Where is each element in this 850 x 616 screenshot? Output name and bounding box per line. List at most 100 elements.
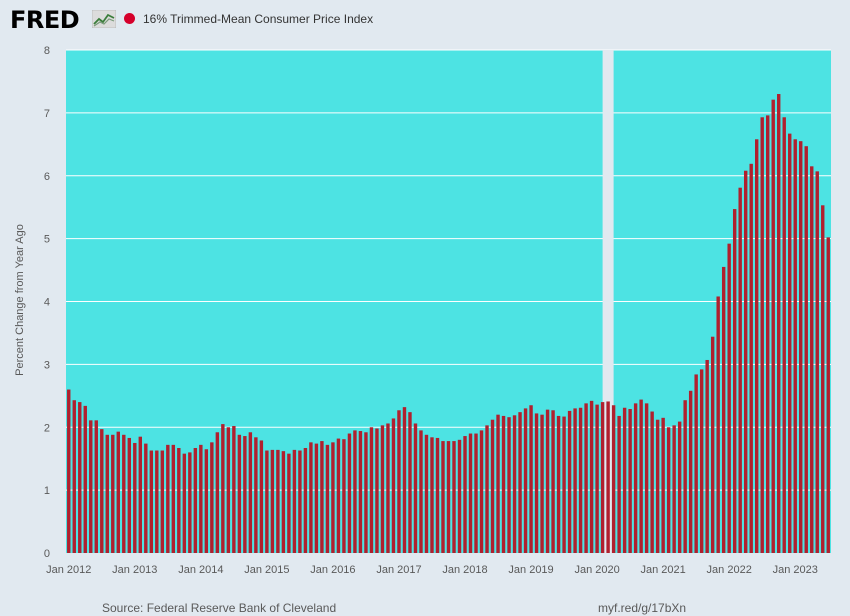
data-bar[interactable] [430, 437, 434, 553]
data-bar[interactable] [127, 437, 131, 553]
data-bar[interactable] [821, 205, 825, 553]
data-bar[interactable] [815, 171, 819, 553]
data-bar[interactable] [694, 374, 698, 553]
data-bar[interactable] [743, 170, 748, 553]
data-bar[interactable] [793, 139, 797, 553]
data-bar[interactable] [644, 403, 649, 553]
data-bar[interactable] [710, 336, 715, 553]
data-bar[interactable] [760, 117, 764, 554]
data-bar[interactable] [540, 414, 544, 553]
data-bar[interactable] [221, 424, 225, 553]
data-bar[interactable] [232, 425, 236, 553]
data-bar[interactable] [226, 427, 231, 553]
data-bar[interactable] [369, 427, 374, 553]
data-bar[interactable] [716, 296, 720, 553]
data-bar[interactable] [788, 133, 792, 553]
data-bar[interactable] [331, 442, 335, 553]
data-bar[interactable] [386, 423, 390, 553]
data-bar[interactable] [507, 417, 511, 553]
data-bar[interactable] [661, 417, 665, 553]
data-bar[interactable] [611, 405, 616, 553]
data-bar[interactable] [259, 440, 264, 553]
data-bar[interactable] [650, 411, 654, 553]
data-bar[interactable] [391, 418, 396, 553]
data-bar[interactable] [606, 401, 610, 553]
data-bar[interactable] [292, 449, 297, 553]
data-bar[interactable] [177, 447, 181, 553]
data-bar[interactable] [375, 428, 379, 553]
data-bar[interactable] [210, 442, 214, 553]
data-bar[interactable] [78, 402, 82, 553]
data-bar[interactable] [309, 442, 313, 553]
data-bar[interactable] [380, 425, 385, 553]
data-bar[interactable] [732, 209, 737, 554]
data-bar[interactable] [738, 187, 742, 554]
data-bar[interactable] [72, 400, 76, 553]
data-bar[interactable] [782, 117, 786, 554]
data-bar[interactable] [314, 443, 319, 553]
data-bar[interactable] [133, 442, 137, 553]
data-bar[interactable] [617, 415, 621, 553]
data-bar[interactable] [254, 437, 258, 553]
data-bar[interactable] [826, 237, 830, 553]
data-bar[interactable] [122, 434, 126, 553]
fred-logo[interactable]: FRED [10, 6, 80, 34]
data-bar[interactable] [446, 441, 451, 553]
data-bar[interactable] [298, 450, 302, 553]
data-bar[interactable] [496, 414, 500, 553]
data-bar[interactable] [523, 408, 528, 553]
data-bar[interactable] [584, 403, 588, 553]
data-bar[interactable] [413, 423, 418, 553]
data-bar[interactable] [144, 443, 148, 553]
data-bar[interactable] [204, 449, 209, 553]
data-bar[interactable] [353, 430, 357, 553]
data-bar[interactable] [182, 453, 187, 553]
data-bar[interactable] [441, 441, 445, 553]
data-bar[interactable] [215, 432, 220, 553]
data-bar[interactable] [639, 399, 643, 553]
data-bar[interactable] [402, 407, 407, 553]
data-bar[interactable] [281, 451, 286, 553]
data-bar[interactable] [100, 429, 104, 553]
data-bar[interactable] [655, 419, 660, 553]
data-bar[interactable] [364, 432, 368, 553]
data-bar[interactable] [243, 436, 247, 553]
data-bar[interactable] [435, 437, 440, 553]
data-bar[interactable] [749, 163, 753, 553]
data-bar[interactable] [342, 439, 346, 553]
data-bar[interactable] [518, 412, 522, 553]
data-bar[interactable] [666, 427, 671, 553]
data-bar[interactable] [347, 433, 352, 553]
data-bar[interactable] [600, 402, 605, 553]
data-bar[interactable] [116, 431, 120, 553]
data-bar[interactable] [501, 415, 506, 553]
data-bar[interactable] [573, 408, 577, 553]
data-bar[interactable] [512, 415, 517, 553]
data-bar[interactable] [166, 444, 170, 553]
data-bar[interactable] [89, 420, 93, 553]
data-bar[interactable] [622, 407, 627, 553]
data-bar[interactable] [799, 141, 803, 553]
data-bar[interactable] [193, 447, 198, 553]
data-bar[interactable] [479, 430, 484, 553]
data-bar[interactable] [452, 441, 456, 553]
data-bar[interactable] [771, 99, 775, 553]
data-bar[interactable] [699, 369, 704, 553]
data-bar[interactable] [463, 436, 467, 553]
data-bar[interactable] [325, 444, 330, 553]
data-bar[interactable] [628, 409, 632, 553]
data-bar[interactable] [567, 410, 572, 553]
legend-series-label[interactable]: 16% Trimmed-Mean Consumer Price Index [143, 12, 374, 26]
data-bar[interactable] [766, 115, 770, 553]
data-bar[interactable] [188, 452, 192, 553]
data-bar[interactable] [562, 416, 566, 553]
data-bar[interactable] [683, 400, 687, 553]
data-bar[interactable] [589, 400, 594, 553]
data-bar[interactable] [688, 390, 693, 553]
data-bar[interactable] [490, 419, 495, 553]
short-url-link[interactable]: myf.red/g/17bXn [598, 601, 687, 615]
data-bar[interactable] [336, 438, 341, 553]
data-bar[interactable] [276, 449, 280, 553]
data-bar[interactable] [457, 439, 462, 553]
data-bar[interactable] [419, 430, 423, 553]
